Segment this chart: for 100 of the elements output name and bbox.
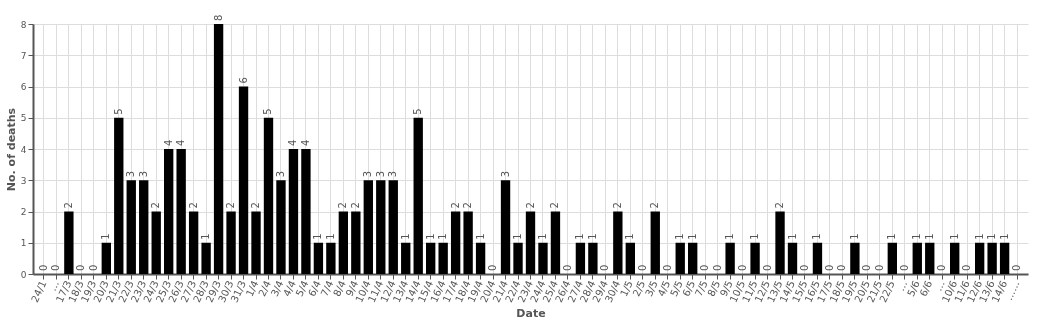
bar bbox=[351, 211, 361, 274]
y-tick-label: 4 bbox=[20, 144, 27, 155]
bar bbox=[650, 211, 660, 274]
data-label: 0 bbox=[761, 264, 773, 271]
bar bbox=[688, 242, 698, 274]
bar bbox=[475, 242, 486, 274]
data-label: 1 bbox=[512, 233, 524, 240]
data-label: 0 bbox=[936, 264, 948, 271]
data-label: 0 bbox=[1011, 264, 1023, 271]
data-label: 4 bbox=[287, 139, 299, 146]
y-tick-label: 8 bbox=[20, 19, 27, 30]
data-label: 0 bbox=[823, 264, 835, 271]
data-label: 1 bbox=[973, 233, 985, 240]
bar bbox=[588, 242, 598, 274]
bar bbox=[288, 149, 299, 274]
bar bbox=[426, 242, 436, 274]
data-label: 2 bbox=[349, 202, 361, 209]
data-label: 3 bbox=[374, 170, 386, 178]
y-tick-label: 2 bbox=[20, 207, 27, 217]
data-label: 6 bbox=[237, 77, 249, 84]
data-label: 1 bbox=[786, 233, 798, 240]
bar bbox=[625, 242, 635, 274]
data-label: 1 bbox=[923, 233, 935, 240]
bar bbox=[438, 242, 448, 274]
data-label: 4 bbox=[299, 139, 311, 146]
data-label: 0 bbox=[961, 264, 973, 271]
data-label: 5 bbox=[262, 108, 274, 115]
y-tick-label: 1 bbox=[20, 238, 27, 249]
data-label: 3 bbox=[499, 170, 511, 178]
bar bbox=[850, 242, 860, 274]
bar bbox=[987, 242, 997, 274]
data-label: 3 bbox=[125, 170, 137, 178]
bar bbox=[363, 180, 373, 274]
data-label: 1 bbox=[324, 233, 336, 240]
data-label: 0 bbox=[898, 264, 910, 271]
data-label: 1 bbox=[848, 233, 860, 240]
data-label: 5 bbox=[112, 108, 124, 115]
data-label: 2 bbox=[449, 202, 461, 209]
bar bbox=[338, 211, 349, 274]
data-label: 0 bbox=[699, 264, 711, 271]
bar bbox=[812, 242, 823, 274]
bar bbox=[787, 242, 798, 274]
data-label: 2 bbox=[649, 202, 661, 209]
bar bbox=[238, 86, 249, 274]
data-label: 3 bbox=[362, 170, 374, 178]
data-label: 0 bbox=[561, 264, 573, 271]
data-label: 1 bbox=[749, 233, 761, 240]
bar bbox=[326, 242, 336, 274]
data-label: 1 bbox=[911, 233, 923, 240]
data-label: 0 bbox=[861, 264, 873, 271]
bar bbox=[401, 242, 411, 274]
y-axis-title: No. of deaths bbox=[4, 107, 18, 192]
data-label: 1 bbox=[886, 233, 898, 240]
bar bbox=[725, 242, 735, 274]
y-tick-label: 3 bbox=[20, 175, 27, 186]
bar bbox=[513, 242, 523, 274]
bar bbox=[101, 242, 111, 274]
data-label: 1 bbox=[686, 233, 698, 240]
bar bbox=[575, 242, 586, 274]
bar bbox=[500, 180, 511, 274]
y-tick-label: 5 bbox=[20, 113, 27, 124]
bar bbox=[912, 242, 922, 274]
data-label: 3 bbox=[274, 170, 286, 178]
data-label: 0 bbox=[736, 264, 748, 271]
data-label: 0 bbox=[661, 264, 673, 271]
data-label: 0 bbox=[836, 264, 848, 271]
data-label: 1 bbox=[574, 233, 586, 240]
data-label: 1 bbox=[536, 233, 548, 240]
bar bbox=[301, 149, 311, 274]
y-tick-label: 0 bbox=[20, 269, 27, 280]
bar bbox=[188, 211, 199, 274]
bar bbox=[613, 211, 623, 274]
x-tick-label: 24/1 bbox=[28, 278, 49, 304]
data-label: 1 bbox=[624, 233, 636, 240]
data-label: 0 bbox=[873, 264, 885, 271]
data-label: 2 bbox=[225, 202, 237, 209]
data-label: 4 bbox=[175, 139, 187, 146]
data-label: 0 bbox=[599, 264, 611, 271]
data-label: 2 bbox=[62, 202, 74, 209]
bar bbox=[176, 149, 186, 274]
data-label: 3 bbox=[387, 170, 399, 178]
bar bbox=[151, 211, 161, 274]
data-label: 1 bbox=[586, 233, 598, 240]
data-label: 1 bbox=[474, 233, 486, 240]
bar bbox=[413, 117, 423, 274]
data-label: 1 bbox=[312, 233, 324, 240]
data-label: 0 bbox=[87, 264, 99, 271]
data-label: 1 bbox=[424, 233, 436, 240]
bar bbox=[376, 180, 386, 274]
bar bbox=[450, 211, 461, 274]
data-label: 0 bbox=[711, 264, 723, 271]
data-label: 3 bbox=[137, 170, 149, 178]
bar bbox=[463, 211, 473, 274]
bar bbox=[538, 242, 548, 274]
data-label: 5 bbox=[412, 108, 424, 115]
data-label: 2 bbox=[611, 202, 623, 209]
bar bbox=[263, 117, 274, 274]
bar bbox=[525, 211, 536, 274]
data-label: 2 bbox=[549, 202, 561, 209]
data-label: 2 bbox=[150, 202, 162, 209]
